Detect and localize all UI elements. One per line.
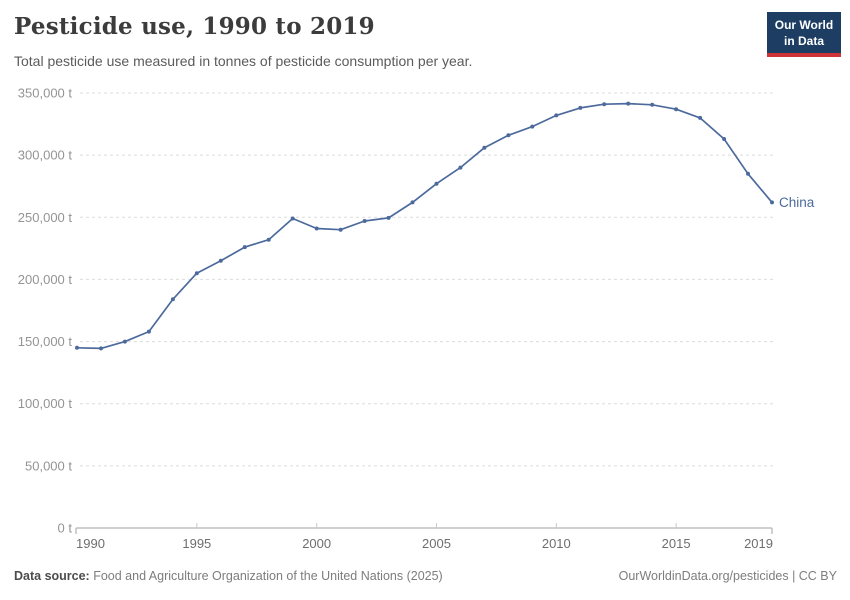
data-point[interactable] (194, 271, 199, 276)
data-point[interactable] (530, 124, 535, 129)
data-point[interactable] (458, 165, 463, 170)
data-point[interactable] (218, 258, 223, 263)
data-point[interactable] (410, 200, 415, 205)
data-point[interactable] (290, 216, 295, 221)
data-point[interactable] (314, 226, 319, 231)
data-point[interactable] (770, 200, 774, 205)
chart-title: Pesticide use, 1990 to 2019 (14, 13, 375, 40)
data-point[interactable] (626, 101, 631, 106)
data-point[interactable] (434, 181, 439, 186)
owid-logo[interactable]: Our World in Data (767, 12, 841, 58)
y-tick-label: 300,000 t (18, 148, 73, 163)
data-point[interactable] (99, 346, 103, 351)
x-tick-label: 2019 (744, 536, 773, 551)
data-point[interactable] (722, 137, 727, 141)
data-point[interactable] (578, 105, 583, 110)
data-point[interactable] (146, 329, 151, 334)
data-point[interactable] (650, 102, 655, 107)
data-point[interactable] (362, 219, 367, 223)
data-source-label: Data source: (14, 569, 90, 583)
x-tick-label: 2000 (302, 536, 331, 551)
series-label-china[interactable]: China (779, 195, 815, 210)
x-tick-label: 2010 (542, 536, 571, 551)
y-tick-label: 100,000 t (18, 396, 73, 411)
owid-credit-link[interactable]: OurWorldinData.org/pesticides | CC BY (618, 569, 837, 583)
series-line-china[interactable] (76, 102, 773, 350)
y-tick-label: 350,000 t (18, 86, 73, 101)
data-point[interactable] (75, 345, 79, 350)
data-point[interactable] (242, 245, 247, 250)
y-tick-label: 50,000 t (25, 458, 72, 473)
data-point[interactable] (554, 113, 559, 118)
chart-subtitle: Total pesticide use measured in tonnes o… (14, 53, 473, 69)
y-tick-label: 150,000 t (18, 334, 73, 349)
data-point[interactable] (482, 145, 487, 150)
x-tick-label: 1990 (76, 536, 105, 551)
data-point[interactable] (122, 339, 127, 344)
x-tick-label: 2015 (662, 536, 691, 551)
data-point[interactable] (386, 215, 391, 220)
data-point[interactable] (506, 133, 511, 138)
owid-logo-line2: in Data (783, 33, 824, 48)
data-point[interactable] (266, 237, 271, 242)
y-tick-label: 250,000 t (18, 210, 73, 225)
y-tick-label: 200,000 t (18, 272, 73, 287)
y-tick-label: 0 t (58, 521, 73, 536)
data-point[interactable] (170, 297, 175, 302)
data-point[interactable] (338, 227, 343, 232)
data-point[interactable] (602, 102, 607, 107)
data-point[interactable] (698, 115, 703, 120)
data-point[interactable] (746, 171, 750, 176)
x-tick-label: 2005 (422, 536, 451, 551)
data-source-text: Food and Agriculture Organization of the… (89, 569, 443, 583)
owid-logo-line1: Our World (774, 18, 834, 32)
x-tick-label: 1995 (182, 536, 211, 551)
data-point[interactable] (674, 107, 679, 112)
data-source-note: Data source: Food and Agriculture Organi… (14, 569, 443, 583)
